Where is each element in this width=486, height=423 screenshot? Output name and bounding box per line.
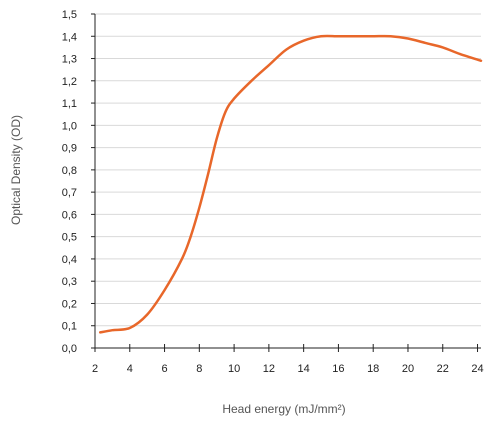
y-tick-label: 1,5 — [62, 9, 77, 21]
y-tick-label: 0,4 — [62, 254, 77, 266]
x-tick-label: 22 — [437, 363, 449, 375]
x-tick-label: 16 — [332, 363, 344, 375]
series — [98, 34, 483, 334]
y-tick-label: 1,1 — [62, 98, 77, 110]
y-tick-label: 1,4 — [62, 31, 77, 43]
x-tick-label: 4 — [127, 363, 133, 375]
x-tick-label: 20 — [402, 363, 414, 375]
x-tick-label: 2 — [92, 363, 98, 375]
y-tick-label: 1,0 — [62, 120, 77, 132]
x-tick-label: 6 — [161, 363, 167, 375]
y-tick-label: 0,6 — [62, 209, 77, 221]
x-tick-label: 8 — [196, 363, 202, 375]
x-tick-label: 10 — [228, 363, 240, 375]
y-tick-label: 0,9 — [62, 143, 77, 155]
y-tick-label: 0,0 — [62, 343, 77, 355]
x-tick-label: 12 — [263, 363, 275, 375]
y-axis-title: Optical Density (OD) — [9, 115, 23, 225]
series-line — [98, 34, 483, 334]
y-tick-label: 0,8 — [62, 165, 77, 177]
gridlines — [95, 13, 481, 327]
x-tick-label: 18 — [367, 363, 379, 375]
y-tick-label: 0,3 — [62, 276, 77, 288]
axes — [94, 14, 481, 349]
y-tick-label: 1,2 — [62, 76, 77, 88]
x-axis-title: Head energy (mJ/mm²) — [222, 402, 345, 416]
ticks: 0,0 0,1 0,2 0,3 0,4 0,5 0,6 0,7 0,8 0,9 1,0 1,1 1,2 1… — [62, 9, 484, 375]
x-tick-label: 24 — [471, 363, 483, 375]
y-tick-label: 0,1 — [62, 321, 77, 333]
y-tick-label: 0,7 — [62, 187, 77, 199]
y-tick-label: 0,2 — [62, 298, 77, 310]
y-tick-label: 1,3 — [62, 54, 77, 66]
x-tick-label: 14 — [298, 363, 310, 375]
y-tick-label: 0,5 — [62, 232, 77, 244]
